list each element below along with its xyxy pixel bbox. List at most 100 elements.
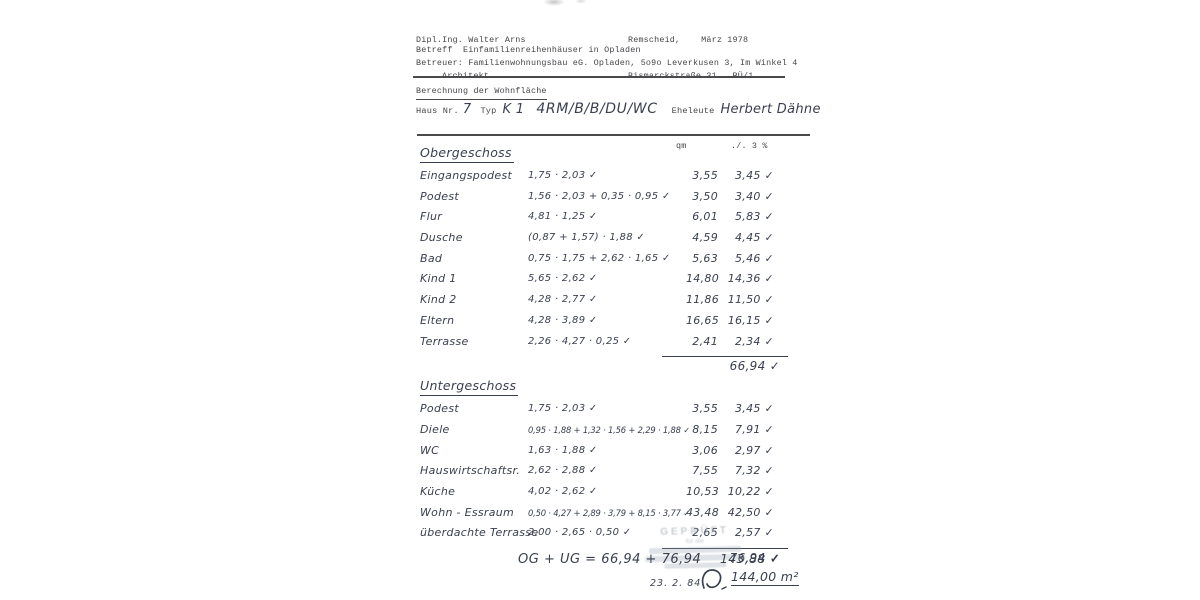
area-formula: 4,28 · 3,89 ✓ <box>528 314 598 326</box>
area-formula: 0,95 · 1,88 + 1,32 · 1,56 + 2,29 · 1,88 … <box>528 424 691 435</box>
typ-label: Typ <box>480 106 497 116</box>
area-net-value: 2,57 ✓ <box>734 526 774 540</box>
area-net-value: 7,32 ✓ <box>734 464 774 478</box>
section-total-rule <box>662 548 788 549</box>
area-net-value: 16,15 ✓ <box>727 313 774 327</box>
section-heading: Untergeschoss <box>420 378 519 397</box>
section-heading: Obergeschoss <box>420 145 514 163</box>
area-formula: 2,62 · 2,88 ✓ <box>528 465 598 477</box>
area-net-value: 5,46 ✓ <box>734 251 774 265</box>
room-row: Diele 0,95 · 1,88 + 1,32 · 1,56 + 2,29 ·… <box>420 423 782 444</box>
area-net-value: 7,91 ✓ <box>734 422 774 436</box>
area-qm-value: 2,41 <box>692 334 718 348</box>
section-total: 66,94 ✓ <box>729 359 780 374</box>
room-row: Küche 4,02 · 2,62 ✓ 10,53 10,22 ✓ <box>420 485 782 506</box>
floor-section: Obergeschoss Eingangspodest 1,75 · 2,03 … <box>420 144 788 377</box>
table-top-rule <box>417 134 810 136</box>
room-label: Dusche <box>420 231 463 245</box>
area-qm-value: 8,15 <box>692 422 718 436</box>
room-row: Wohn - Essraum 0,50 · 4,27 + 2,89 · 3,79… <box>420 506 782 527</box>
room-label: Diele <box>420 422 450 436</box>
house-spec-value: 4RM/B/B/DU/WC <box>536 101 658 117</box>
room-label: WC <box>420 443 440 457</box>
room-label: Eingangspodest <box>420 169 513 182</box>
area-net-value: 2,34 ✓ <box>734 334 774 348</box>
room-row: Dusche (0,87 + 1,57) · 1,88 ✓ 4,59 4,45 … <box>420 231 782 252</box>
area-qm-value: 43,48 <box>686 505 719 519</box>
net-column-header: ./. 3 % <box>731 141 768 151</box>
room-label: Podest <box>420 402 459 416</box>
area-formula: 4,81 · 1,25 ✓ <box>528 211 598 223</box>
area-formula: 2,00 · 2,65 · 0,50 ✓ <box>528 527 632 539</box>
area-formula: 1,56 · 2,03 + 0,35 · 0,95 ✓ <box>528 190 671 202</box>
room-label: überdachte Terrasse <box>420 526 539 540</box>
area-qm-value: 6,01 <box>692 210 718 224</box>
section-total: 76,94 ✓ <box>729 551 780 565</box>
room-label: Kind 2 <box>420 293 457 307</box>
room-label: Terrasse <box>420 334 469 348</box>
area-qm-value: 14,80 <box>686 272 719 286</box>
room-row: Kind 2 4,28 · 2,77 ✓ 11,86 11,50 ✓ <box>420 293 782 314</box>
area-qm-value: 2,65 <box>692 526 718 540</box>
area-formula: 1,75 · 2,03 ✓ <box>528 403 598 415</box>
floor-section: Untergeschoss Podest 1,75 · 2,03 ✓ 3,55 … <box>420 377 788 569</box>
area-net-value: 42,50 ✓ <box>727 505 774 519</box>
area-net-value: 5,83 ✓ <box>734 210 774 224</box>
eheleute-label: Eheleute <box>671 106 715 116</box>
area-qm-value: 16,65 <box>686 313 719 327</box>
area-qm-value: 5,63 <box>692 251 718 265</box>
summary-total: 143,88 ✓ <box>720 551 781 566</box>
room-row: überdachte Terrasse 2,00 · 2,65 · 0,50 ✓… <box>420 526 782 547</box>
architect-name: Dipl.Ing. Walter Arns <box>416 35 526 45</box>
room-label: Kind 1 <box>420 272 457 286</box>
area-formula: 2,26 · 4,27 · 0,25 ✓ <box>528 335 632 347</box>
qm-column-header: qm <box>676 141 687 151</box>
room-label: Podest <box>420 189 459 203</box>
area-formula: 1,75 · 2,03 ✓ <box>528 170 598 181</box>
section-rows: Eingangspodest 1,75 · 2,03 ✓ 3,55 3,45 ✓… <box>420 169 782 355</box>
header-divider-rule <box>413 76 785 78</box>
area-qm-value: 3,55 <box>692 169 718 182</box>
room-row: WC 1,63 · 1,88 ✓ 3,06 2,97 ✓ <box>420 444 782 465</box>
scan-smudge <box>575 0 587 4</box>
haus-nr-value: 7 <box>462 102 472 117</box>
area-net-value: 4,45 ✓ <box>734 231 774 245</box>
document-title: Berechnung der Wohnfläche <box>416 85 547 100</box>
room-row: Podest 1,56 · 2,03 + 0,35 · 0,95 ✓ 3,50 … <box>420 190 782 211</box>
calc-sections: Obergeschoss Eingangspodest 1,75 · 2,03 … <box>420 144 788 569</box>
betreff-line: Betreff Einfamilienreihenhäuser in Oplad… <box>416 45 641 55</box>
area-formula: (0,87 + 1,57) · 1,88 ✓ <box>528 232 646 244</box>
room-row: Flur 4,81 · 1,25 ✓ 6,01 5,83 ✓ <box>420 210 782 231</box>
room-row: Bad 0,75 · 1,75 + 2,62 · 1,65 ✓ 5,63 5,4… <box>420 252 782 273</box>
area-qm-value: 4,59 <box>692 231 718 245</box>
room-label: Hauswirtschaftsr. <box>420 464 521 478</box>
summary-rounded-total: 144,00 m² <box>731 569 799 586</box>
area-net-value: 2,97 ✓ <box>734 443 774 457</box>
area-formula: 5,65 · 2,62 ✓ <box>528 273 598 285</box>
room-row: Eingangspodest 1,75 · 2,03 ✓ 3,55 3,45 ✓ <box>420 169 782 190</box>
room-row: Terrasse 2,26 · 4,27 · 0,25 ✓ 2,41 2,34 … <box>420 335 782 356</box>
betreuer-line: Betreuer: Familienwohnungsbau eG. Oplade… <box>416 58 798 68</box>
summary-date: 23. 2. 84 <box>650 578 702 589</box>
area-formula: 0,50 · 4,27 + 2,89 · 3,79 + 8,15 · 3,77 … <box>528 507 691 518</box>
haus-line: Haus Nr. 7 Typ K 1 4RM/B/B/DU/WC Eheleut… <box>416 101 821 117</box>
area-formula: 4,02 · 2,62 ✓ <box>528 485 598 497</box>
room-row: Hauswirtschaftsr. 2,62 · 2,88 ✓ 7,55 7,3… <box>420 464 782 485</box>
room-label: Eltern <box>420 313 455 327</box>
section-total-rule <box>662 356 788 358</box>
haus-nr-label: Haus Nr. <box>416 106 459 116</box>
room-label: Bad <box>420 251 443 265</box>
area-net-value: 11,50 ✓ <box>727 293 774 307</box>
section-rows: Podest 1,75 · 2,03 ✓ 3,55 3,45 ✓ Diele 0… <box>420 402 782 547</box>
area-qm-value: 3,55 <box>692 402 718 416</box>
area-net-value: 3,45 ✓ <box>734 402 774 416</box>
area-formula: 1,63 · 1,88 ✓ <box>528 444 598 456</box>
area-formula: 4,28 · 2,77 ✓ <box>528 294 598 306</box>
owners-value: Herbert Dähne <box>720 102 821 117</box>
area-qm-value: 7,55 <box>692 464 718 478</box>
room-row: Eltern 4,28 · 3,89 ✓ 16,65 16,15 ✓ <box>420 314 782 335</box>
place-date: Remscheid, März 1978 <box>628 35 749 45</box>
room-label: Flur <box>420 210 443 224</box>
area-net-value: 14,36 ✓ <box>727 272 774 286</box>
area-net-value: 3,40 ✓ <box>734 189 774 203</box>
